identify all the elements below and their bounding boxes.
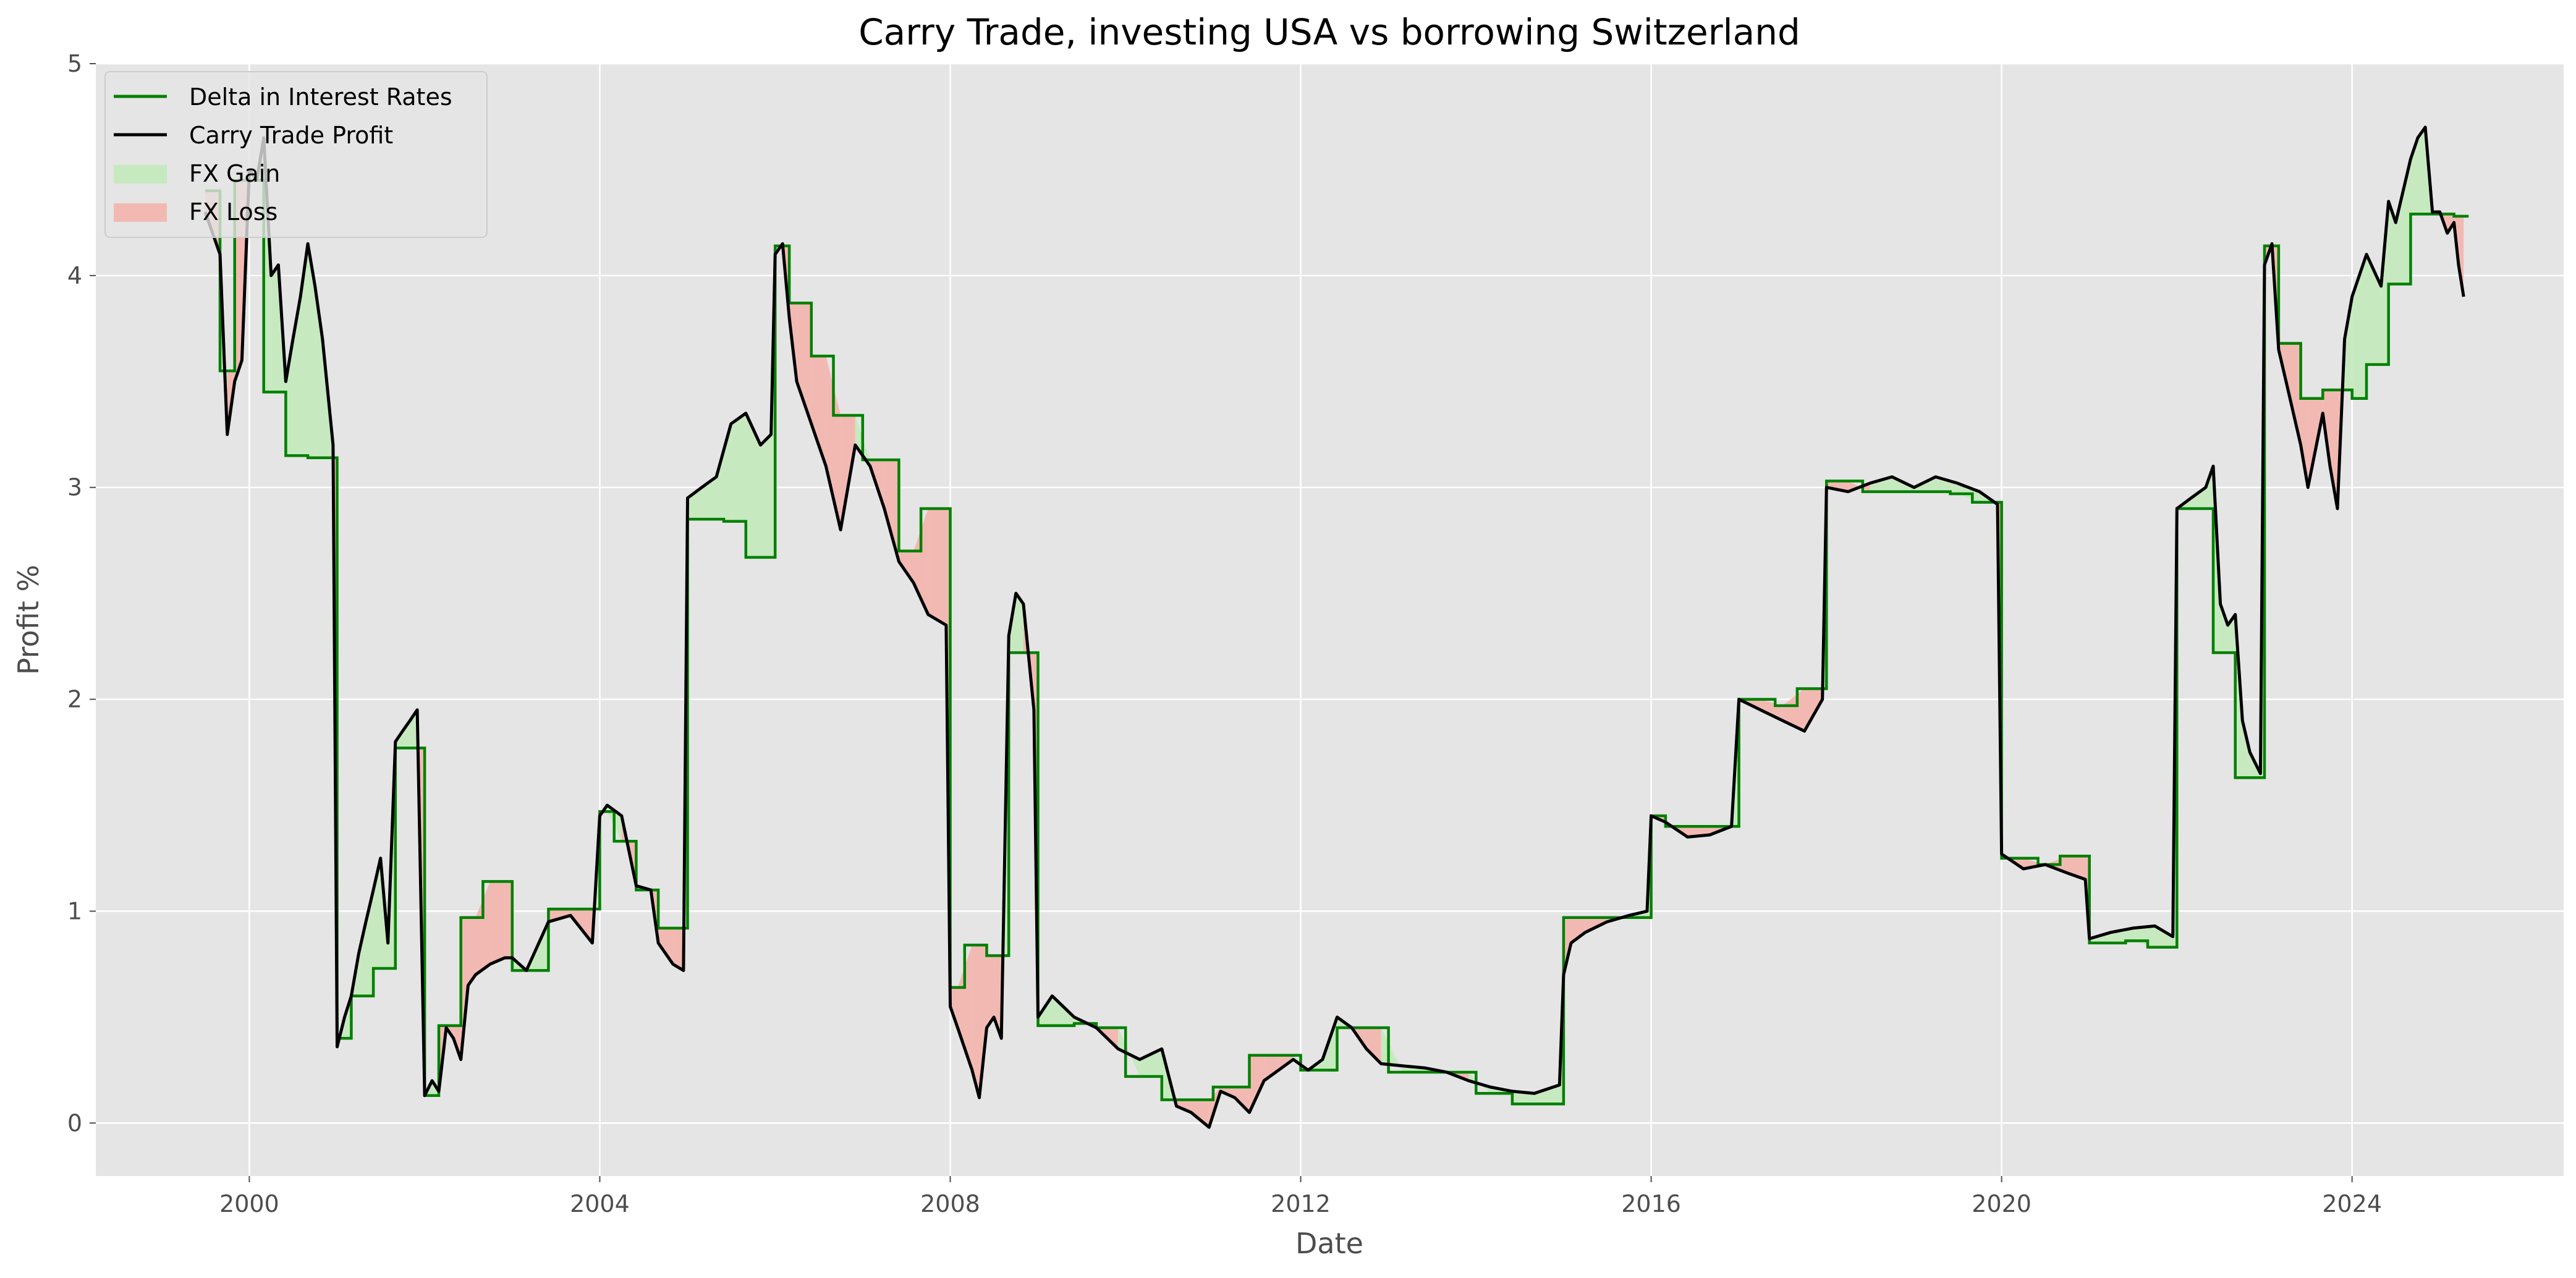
legend-box — [104, 71, 488, 238]
fx-loss-region — [672, 928, 684, 971]
chart-title: Carry Trade, investing USA vs borrowing … — [858, 11, 1800, 53]
fx-gain-region — [286, 339, 293, 456]
plot-background — [96, 64, 2564, 1176]
fx-gain-region — [402, 720, 410, 748]
fx-gain-region — [2418, 127, 2426, 214]
fx-gain-region — [716, 423, 731, 522]
legend: Delta in Interest Rates Carry Trade Prof… — [104, 71, 488, 238]
fx-loss-region — [797, 303, 811, 424]
fx-loss-region — [972, 945, 980, 1098]
fx-gain-region — [2344, 297, 2352, 390]
fx-loss-region — [658, 928, 673, 965]
fx-gain-region — [1935, 476, 1958, 494]
legend-swatch-gain — [114, 165, 167, 184]
fx-loss-region — [950, 987, 958, 1028]
fx-loss-region — [1782, 688, 1805, 731]
fx-loss-region — [460, 917, 468, 1060]
legend-label-loss: FX Loss — [189, 198, 278, 226]
x-tick-label: 2024 — [2322, 1190, 2382, 1217]
fx-gain-region — [731, 413, 746, 522]
fx-loss-region — [468, 917, 476, 986]
legend-label-gain: FX Gain — [189, 160, 280, 187]
fx-gain-region — [271, 264, 279, 392]
x-tick-label: 2016 — [1621, 1190, 1681, 1217]
fx-gain-region — [760, 434, 771, 557]
fx-loss-region — [811, 356, 826, 467]
fx-gain-region — [1140, 1049, 1162, 1077]
fx-gain-region — [2154, 926, 2173, 947]
fx-gain-region — [2396, 159, 2411, 284]
x-tick-label: 2020 — [1972, 1190, 2032, 1217]
x-tick-label: 2000 — [219, 1190, 279, 1217]
fx-loss-region — [475, 881, 491, 975]
fx-gain-region — [1534, 1085, 1560, 1104]
fx-loss-region — [2330, 390, 2337, 509]
fx-loss-region — [2300, 398, 2308, 488]
fx-gain-region — [344, 996, 352, 1039]
fx-loss-region — [986, 955, 994, 1028]
y-tick-label: 2 — [67, 686, 82, 713]
y-axis-label: Profit % — [12, 565, 45, 675]
x-tick-label: 2012 — [1271, 1190, 1331, 1217]
fx-gain-region — [1381, 1028, 1403, 1072]
y-tick-label: 3 — [67, 474, 82, 501]
y-tick-label: 5 — [67, 50, 82, 77]
fx-loss-region — [994, 955, 1002, 1039]
fx-loss-region — [2286, 343, 2301, 446]
y-tick-label: 1 — [67, 897, 82, 925]
fx-gain-region — [701, 476, 717, 520]
fx-loss-region — [490, 881, 505, 965]
legend-label-carry: Carry Trade Profit — [189, 122, 393, 149]
fx-gain-region — [687, 487, 702, 520]
fx-gain-region — [2381, 201, 2389, 365]
fx-loss-region — [1826, 481, 1849, 492]
fx-loss-region — [1234, 1087, 1250, 1113]
fx-gain-region — [2205, 466, 2213, 509]
fx-loss-region — [928, 509, 946, 625]
fx-loss-region — [957, 945, 972, 1070]
x-tick-label: 2008 — [920, 1190, 980, 1217]
fx-gain-region — [2366, 254, 2381, 365]
legend-swatch-loss — [114, 203, 167, 222]
fx-gain-region — [308, 243, 315, 458]
fx-gain-region — [2191, 487, 2206, 509]
fx-loss-region — [1191, 1099, 1210, 1128]
fx-gain-region — [1015, 593, 1023, 653]
fx-gain-region — [1118, 1028, 1140, 1077]
legend-label-delta: Delta in Interest Rates — [189, 83, 452, 111]
y-tick-label: 4 — [67, 262, 82, 289]
fx-loss-region — [979, 945, 987, 1098]
fx-loss-region — [1264, 1055, 1279, 1081]
fx-gain-region — [358, 921, 366, 996]
fx-gain-region — [1870, 476, 1892, 492]
fx-loss-region — [2459, 216, 2464, 297]
series-lines — [203, 125, 2469, 1129]
fx-gain-region — [1512, 1091, 1535, 1104]
fx-gain-region — [2220, 604, 2228, 653]
fx-gain-region — [300, 243, 308, 456]
carry-trade-profit-line — [203, 125, 2465, 1129]
fx-loss-region — [826, 356, 841, 530]
tick-labels: 2000 2004 2008 2012 2016 2020 2024 0 1 2 3 4 5 — [67, 50, 2382, 1217]
fx-loss-region — [1249, 1055, 1265, 1113]
x-axis-label: Date — [1295, 1227, 1363, 1260]
x-tick-label: 2004 — [570, 1190, 630, 1217]
fx-loss-region — [884, 460, 899, 562]
y-tick-label: 0 — [67, 1109, 82, 1136]
fx-gain-region — [745, 413, 761, 557]
fx-loss-region — [504, 881, 512, 958]
fx-loss-region — [1571, 917, 1585, 943]
fx-loss-region — [2023, 858, 2046, 869]
fx-loss-region — [1366, 1028, 1381, 1064]
